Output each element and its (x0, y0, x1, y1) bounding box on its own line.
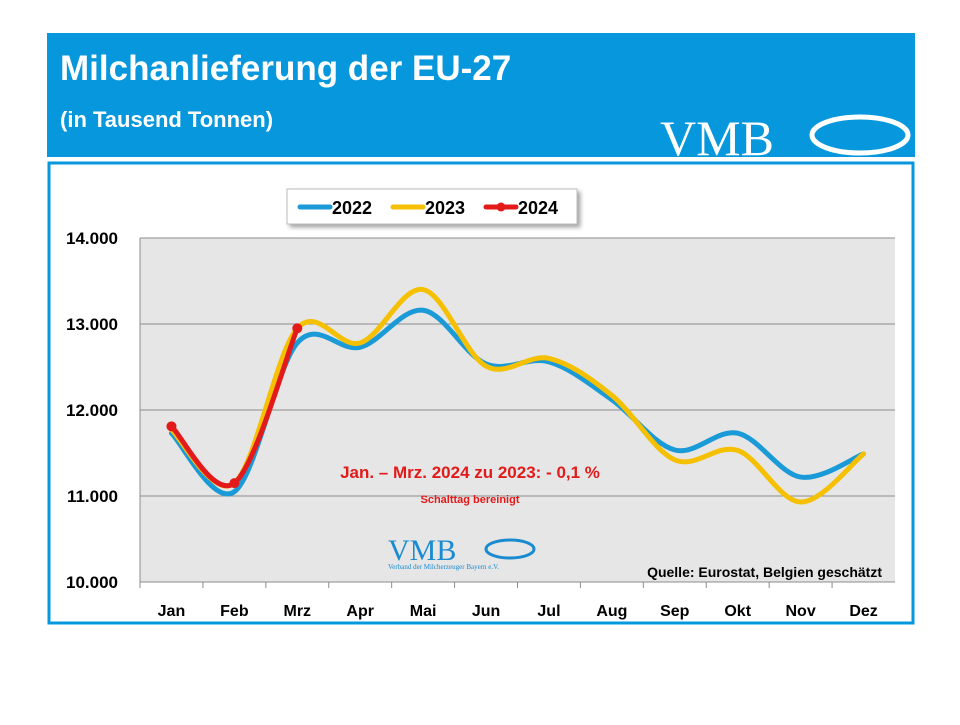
data-point (166, 421, 177, 432)
x-tick-label: Aug (596, 603, 627, 620)
logo-swirl (809, 114, 911, 156)
header-band (47, 33, 915, 157)
chart-subtitle: (in Tausend Tonnen) (60, 107, 273, 132)
y-tick-label: 11.000 (67, 487, 118, 506)
legend-marker (496, 202, 506, 212)
chart-title: Milchanlieferung der EU-27 (60, 49, 511, 88)
legend-label: 2022 (332, 198, 372, 218)
x-tick-label: Feb (220, 603, 249, 620)
annotation-note: Schalttag bereinigt (420, 494, 519, 506)
y-tick-label: 12.000 (66, 401, 118, 420)
annotation: Jan. – Mrz. 2024 zu 2023: - 0,1 % (340, 463, 600, 482)
x-tick-label: Apr (346, 603, 374, 620)
legend-label: 2023 (425, 198, 465, 218)
data-point (292, 323, 303, 334)
x-tick-label: Mai (410, 603, 437, 620)
y-tick-label: 14.000 (66, 229, 118, 248)
legend: 2022 2023 2024 (297, 198, 558, 218)
watermark-swirl (484, 538, 536, 560)
x-tick-label: Okt (724, 603, 751, 620)
x-tick-label: Mrz (284, 603, 312, 620)
header-logo: VMB (660, 110, 774, 166)
x-tick-label: Jan (158, 603, 186, 620)
series-line (168, 287, 867, 505)
legend-label: 2024 (518, 198, 558, 218)
x-tick-label: Jun (472, 603, 500, 620)
source-note: Quelle: Eurostat, Belgien geschätzt (647, 564, 882, 580)
x-tick-label: Dez (849, 603, 877, 620)
y-tick-label: 10.000 (66, 573, 118, 592)
plot: 10.000 11.000 12.000 13.000 14.000 Jan Feb Mrz A… (66, 229, 895, 620)
data-point (229, 478, 240, 489)
y-tick-label: 13.000 (66, 315, 118, 334)
watermark-tagline: Verband der Milcherzeuger Bayern e.V. (388, 563, 499, 571)
x-tick-label: Jul (537, 603, 560, 620)
legend-box (286, 188, 578, 225)
x-tick-label: Sep (660, 603, 690, 620)
x-tick-label: Nov (786, 603, 816, 620)
watermark-logo: VMB (388, 534, 456, 567)
